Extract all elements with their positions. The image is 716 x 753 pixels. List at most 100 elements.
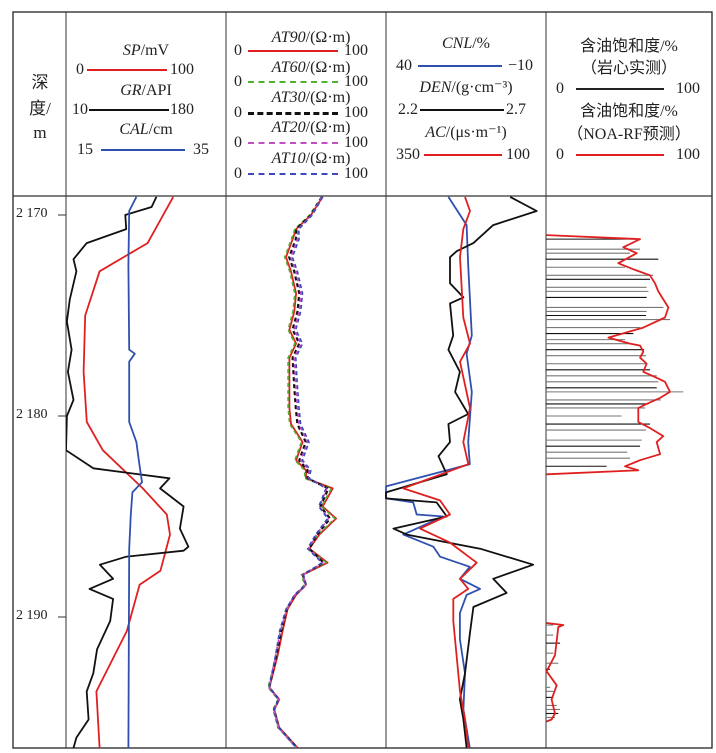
scale-min: 0 xyxy=(76,61,84,78)
legend-line-black xyxy=(89,109,169,111)
legend-title-at20: AT20/(Ω·m) xyxy=(246,119,376,137)
legend-scale-at90: 0 100 xyxy=(234,42,368,60)
scale-max: 100 xyxy=(344,165,368,182)
legend-title-cnl: CNL/% xyxy=(386,35,546,53)
gr-curve xyxy=(66,196,190,748)
legend-line-black-dashed xyxy=(248,111,338,115)
curve-name: AC xyxy=(425,124,446,141)
curve-unit: /(g·cm⁻³) xyxy=(451,79,513,96)
legend-line-blue-dashed xyxy=(248,173,338,175)
predicted-saturation-curve xyxy=(546,234,671,476)
cal-curve xyxy=(127,196,143,748)
scale-min: 0 xyxy=(234,134,242,151)
scale-max: 100 xyxy=(676,80,700,97)
curve-name: AT20 xyxy=(271,119,306,136)
legend-subtitle-predicted-so: （NOA-RF预测） xyxy=(567,126,691,143)
predicted-saturation-curve xyxy=(545,622,565,723)
depth-tick-label: 2 190 xyxy=(16,608,48,623)
curve-name: AT60 xyxy=(271,59,306,76)
at90-curve xyxy=(268,196,338,748)
curve-unit: /% xyxy=(472,35,491,52)
curve-name: DEN xyxy=(419,79,452,96)
curve-unit: /(Ω·m) xyxy=(305,29,351,46)
scale-max: 2.7 xyxy=(506,101,526,118)
legend-line-green-dashed xyxy=(248,81,338,83)
legend-scale-at30: 0 100 xyxy=(234,104,368,122)
legend-title-cal: CAL/cm xyxy=(66,121,226,139)
legend-line-red xyxy=(424,154,502,156)
scale-min: 2.2 xyxy=(398,101,418,118)
legend-line-black xyxy=(576,88,664,90)
scale-min: 15 xyxy=(77,141,93,158)
legend-line-black xyxy=(420,109,504,111)
curve-unit: /(Ω·m) xyxy=(305,89,351,106)
legend-scale-at20: 0 100 xyxy=(234,134,368,152)
legend-title-den: DEN/(g·cm⁻³) xyxy=(386,79,546,97)
legend-title-at30: AT30/(Ω·m) xyxy=(246,89,376,107)
scale-max: −10 xyxy=(508,57,534,74)
depth-header-char1: 深 xyxy=(31,73,49,92)
legend-line-blue xyxy=(418,65,502,67)
curve-name: AT10 xyxy=(271,150,306,167)
curve-unit: /(Ω·m) xyxy=(305,59,351,76)
scale-max: 100 xyxy=(344,73,368,90)
curve-unit: /(μs·m⁻¹) xyxy=(445,124,507,141)
legend-title-at60: AT60/(Ω·m) xyxy=(246,59,376,77)
sp-curve xyxy=(82,196,174,748)
legend-title-ac: AC/(μs·m⁻¹) xyxy=(386,124,546,142)
legend-scale-predicted-so: 0 100 xyxy=(556,146,700,164)
legend-title-core-so: 含油饱和度/% xyxy=(580,38,678,55)
scale-min: 0 xyxy=(556,80,564,97)
depth-header-char2: 度/ xyxy=(29,99,51,118)
legend-scale-gr: 10 180 xyxy=(72,101,194,119)
legend-line-blue xyxy=(101,149,185,151)
scale-max: 100 xyxy=(344,42,368,59)
legend-scale-cal: 15 35 xyxy=(77,141,209,159)
scale-min: 350 xyxy=(396,146,420,163)
legend-line-red xyxy=(87,69,167,71)
legend-title-sp: SP/mV xyxy=(66,42,226,60)
scale-min: 10 xyxy=(72,101,88,118)
curve-name: AT90 xyxy=(271,29,306,46)
curve-unit: /(Ω·m) xyxy=(305,150,351,167)
curve-unit: /cm xyxy=(148,121,173,138)
legend-scale-cnl: 40 −10 xyxy=(396,57,533,75)
curve-name: SP xyxy=(122,42,141,59)
outer-border xyxy=(12,11,713,749)
at60-curve xyxy=(267,196,336,748)
legend-subtitle-core-so: （岩心实测） xyxy=(580,60,677,77)
curve-name: CAL xyxy=(119,121,149,138)
scale-min: 0 xyxy=(234,73,242,90)
legend-line-magenta-dashed xyxy=(248,142,338,144)
ac-curve xyxy=(402,196,478,748)
curve-unit: /mV xyxy=(140,42,170,59)
scale-min: 0 xyxy=(234,104,242,121)
depth-header-unit: m xyxy=(33,123,47,142)
legend-title-at90: AT90/(Ω·m) xyxy=(246,29,376,47)
legend-title-at10: AT10/(Ω·m) xyxy=(246,150,376,168)
scale-max: 35 xyxy=(193,141,209,158)
legend-title-gr: GR/API xyxy=(66,82,226,100)
scale-min: 0 xyxy=(556,146,564,163)
scale-max: 100 xyxy=(344,134,368,151)
den-curve xyxy=(385,196,538,748)
scale-min: 0 xyxy=(234,42,242,59)
legend-line-red xyxy=(248,50,338,52)
legend-scale-core-so: 0 100 xyxy=(556,80,700,98)
scale-max: 100 xyxy=(344,104,368,121)
scale-max: 180 xyxy=(170,101,194,118)
depth-tick-label: 2 170 xyxy=(16,206,48,221)
at10-curve xyxy=(268,196,329,748)
legend-scale-den: 2.2 2.7 xyxy=(398,101,526,119)
scale-min: 40 xyxy=(396,57,412,74)
curves-layer xyxy=(66,196,684,748)
curve-unit: /(Ω·m) xyxy=(305,119,351,136)
curve-name: GR xyxy=(120,82,142,99)
depth-tick-label: 2 180 xyxy=(16,407,48,422)
curve-unit: /API xyxy=(141,82,172,99)
scale-max: 100 xyxy=(506,146,530,163)
legend-scale-at60: 0 100 xyxy=(234,73,368,91)
legend-title-predicted-so: 含油饱和度/% xyxy=(580,103,678,120)
